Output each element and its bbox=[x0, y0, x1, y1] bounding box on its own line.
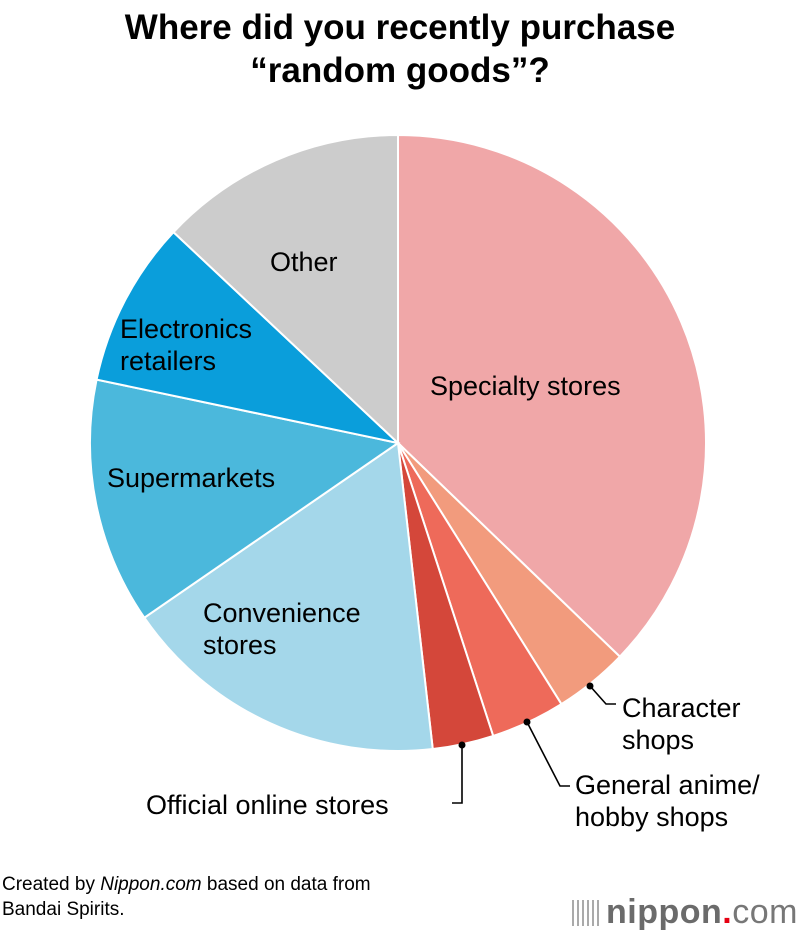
label-anime-line2: hobby shops bbox=[575, 802, 729, 832]
label-official-online-stores: Official online stores bbox=[146, 790, 389, 820]
source-line2: Bandai Spirits. bbox=[2, 899, 125, 920]
source-note: Created by Nippon.com based on data from… bbox=[2, 872, 371, 922]
nippon-logo: nippon.com bbox=[572, 893, 798, 932]
label-specialty-stores: Specialty stores bbox=[430, 371, 621, 401]
logo-dot: . bbox=[722, 893, 733, 931]
title-line-1: Where did you recently purchase bbox=[124, 8, 676, 47]
sound-bars-icon bbox=[572, 900, 600, 926]
source-prefix: Created by bbox=[2, 874, 101, 895]
leader-line-character bbox=[589, 685, 616, 705]
title-line-2: “random goods”? bbox=[250, 51, 550, 90]
label-convenience-line2: stores bbox=[203, 630, 277, 660]
label-character-line2: shops bbox=[622, 725, 695, 755]
label-electronics-line2: retailers bbox=[120, 346, 217, 376]
label-general-anime-hobby-shops: General anime/ hobby shops bbox=[575, 769, 760, 833]
label-other: Other bbox=[270, 247, 338, 277]
leader-line-anime bbox=[526, 721, 570, 787]
chart-title: Where did you recently purchase “random … bbox=[0, 6, 800, 92]
logo-tld: com bbox=[732, 893, 798, 931]
pie-slice-other bbox=[172, 133, 399, 446]
leader-dot-character bbox=[586, 682, 594, 690]
source-suffix: based on data from bbox=[201, 874, 371, 895]
label-electronics-line1: Electronics bbox=[120, 314, 253, 344]
label-convenience-stores: Convenience stores bbox=[203, 597, 361, 661]
pie-slice-electronics-retailers bbox=[95, 230, 402, 445]
label-character-shops: Character shops bbox=[622, 692, 741, 756]
leader-lines bbox=[452, 685, 616, 804]
label-convenience-line1: Convenience bbox=[203, 598, 361, 628]
leader-line-online bbox=[452, 745, 463, 804]
pie-slice-supermarkets bbox=[89, 378, 401, 620]
label-supermarkets: Supermarkets bbox=[107, 463, 276, 493]
leader-dot-online bbox=[458, 741, 466, 749]
label-electronics-retailers: Electronics retailers bbox=[120, 313, 252, 377]
pie-slice-specialty-stores bbox=[397, 133, 707, 659]
leader-dots bbox=[458, 682, 594, 749]
logo-name: nippon bbox=[606, 893, 723, 931]
leader-dot-anime bbox=[523, 718, 531, 726]
source-site: Nippon.com bbox=[100, 874, 202, 895]
label-anime-line1: General anime/ bbox=[575, 770, 760, 800]
pie-slice-convenience-stores bbox=[142, 441, 434, 752]
label-character-line1: Character bbox=[622, 693, 741, 723]
